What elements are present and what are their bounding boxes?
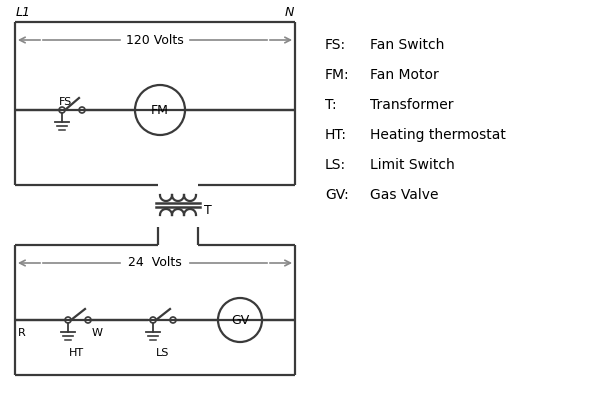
Text: HT:: HT: [325,128,347,142]
Text: 24  Volts: 24 Volts [128,256,182,270]
Text: FS:: FS: [325,38,346,52]
Text: FS: FS [59,97,72,107]
Text: Fan Motor: Fan Motor [370,68,439,82]
Text: Heating thermostat: Heating thermostat [370,128,506,142]
Text: LS: LS [156,348,170,358]
Text: L1: L1 [16,6,31,19]
Text: N: N [284,6,294,19]
Text: FM: FM [151,104,169,116]
Text: GV:: GV: [325,188,349,202]
Text: R: R [18,328,26,338]
Text: Limit Switch: Limit Switch [370,158,455,172]
Text: HT: HT [68,348,84,358]
Text: LS:: LS: [325,158,346,172]
Text: Gas Valve: Gas Valve [370,188,438,202]
Text: Transformer: Transformer [370,98,454,112]
Text: T: T [204,204,212,216]
Text: W: W [92,328,103,338]
Text: Fan Switch: Fan Switch [370,38,444,52]
Text: T:: T: [325,98,337,112]
Text: FM:: FM: [325,68,350,82]
Text: GV: GV [231,314,249,326]
Text: 120 Volts: 120 Volts [126,34,184,46]
